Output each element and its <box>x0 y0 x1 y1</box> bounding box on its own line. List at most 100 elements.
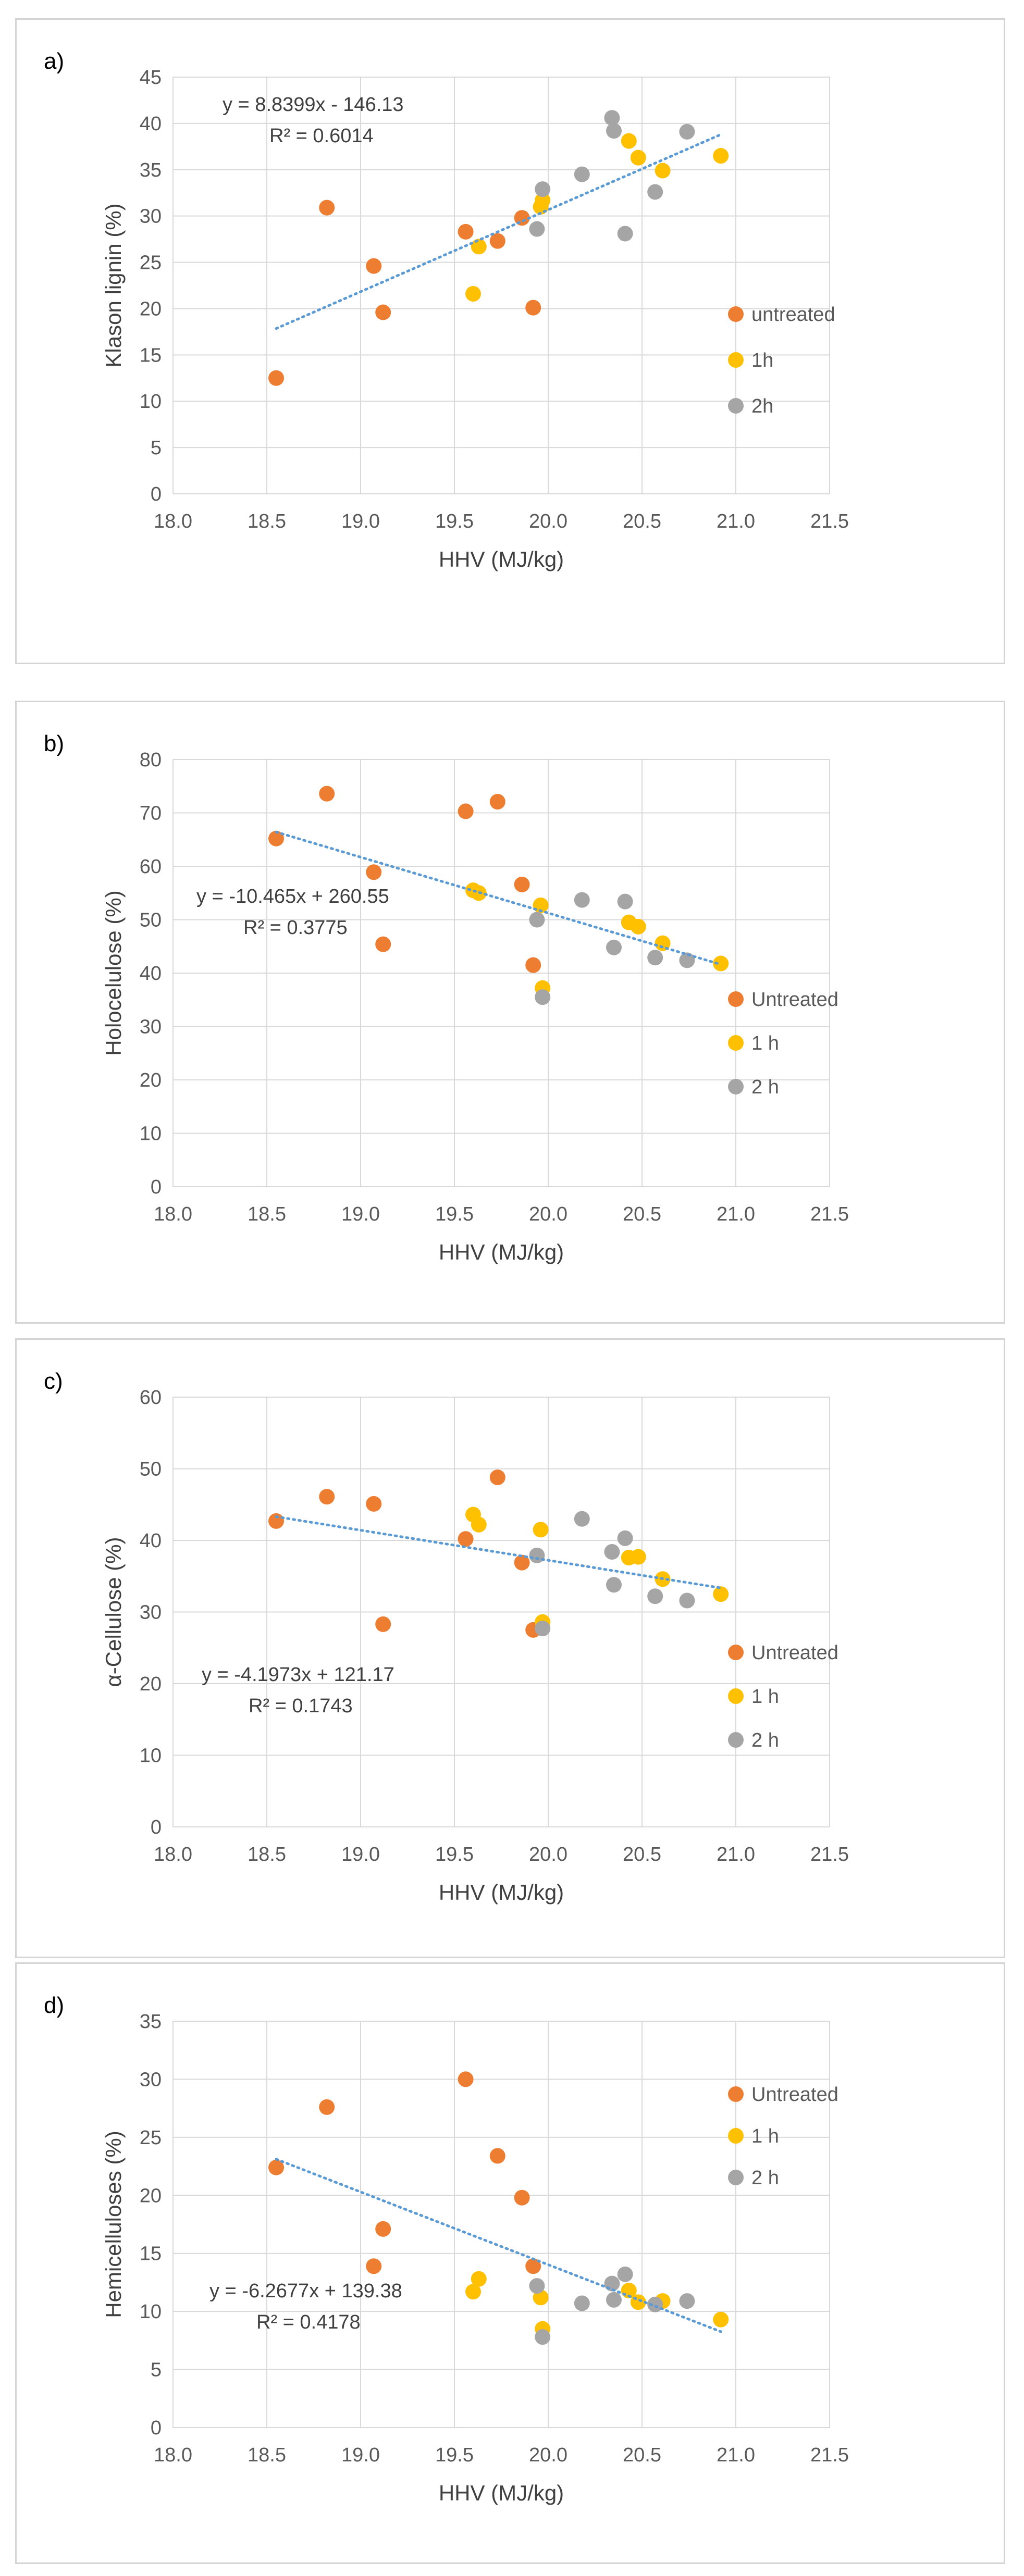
data-point <box>617 893 633 910</box>
legend-label: 1 h <box>751 1686 779 1708</box>
x-tick-label: 21.5 <box>810 1844 849 1865</box>
y-axis-title: Klason lignin (%) <box>101 203 126 367</box>
data-point <box>630 150 646 166</box>
y-tick-label: 0 <box>151 2417 162 2439</box>
data-point <box>604 1544 620 1560</box>
legend-marker <box>728 306 744 322</box>
data-point <box>489 793 505 810</box>
data-point <box>535 1621 551 1637</box>
legend-label: Untreated <box>751 989 838 1011</box>
data-point <box>366 2258 382 2274</box>
data-point <box>375 1616 391 1632</box>
y-tick-label: 5 <box>151 2359 162 2381</box>
legend-label: 2 h <box>751 2167 779 2189</box>
data-point <box>606 123 622 139</box>
y-axis-title: Hemicelluloses (%) <box>101 2131 126 2318</box>
data-point <box>489 2148 505 2164</box>
data-point <box>679 123 695 140</box>
data-point <box>574 166 590 182</box>
y-tick-label: 30 <box>140 2069 162 2090</box>
legend-marker <box>728 2128 744 2144</box>
y-tick-label: 10 <box>140 2301 162 2323</box>
legend-marker <box>728 1079 744 1094</box>
data-point <box>533 1522 549 1538</box>
trendline-equation: y = 8.8399x - 146.13 <box>223 94 404 116</box>
data-point <box>319 786 335 802</box>
data-point <box>319 1489 335 1505</box>
x-tick-label: 21.5 <box>810 511 849 532</box>
data-point <box>617 226 633 242</box>
panel-label: c) <box>44 1368 63 1394</box>
trendline-r2: R² = 0.1743 <box>249 1695 353 1717</box>
x-tick-label: 20.0 <box>529 511 567 532</box>
x-tick-label: 19.5 <box>435 2444 474 2466</box>
x-tick-label: 18.0 <box>154 2444 192 2466</box>
data-point <box>525 957 541 973</box>
y-tick-label: 20 <box>140 1673 162 1695</box>
legend-label: Untreated <box>751 1642 838 1664</box>
x-axis-title: HHV (MJ/kg) <box>439 2481 564 2505</box>
data-point <box>268 370 284 386</box>
trendline-equation: y = -6.2677x + 139.38 <box>209 2280 402 2302</box>
data-point <box>529 1547 545 1563</box>
trendline <box>275 1515 722 1589</box>
x-tick-label: 19.0 <box>341 511 380 532</box>
y-tick-label: 50 <box>140 1459 162 1480</box>
legend-marker <box>728 2086 744 2102</box>
data-point <box>617 2266 633 2282</box>
trendline-r2: R² = 0.6014 <box>269 125 374 147</box>
trendline-r2: R² = 0.4178 <box>256 2311 361 2333</box>
y-tick-label: 20 <box>140 298 162 320</box>
data-point <box>679 2293 695 2309</box>
data-point <box>647 184 663 200</box>
data-point <box>535 181 551 197</box>
x-tick-label: 21.0 <box>717 1844 755 1865</box>
legend-marker <box>728 991 744 1007</box>
y-tick-label: 10 <box>140 391 162 413</box>
x-tick-label: 20.0 <box>529 1844 567 1865</box>
y-tick-label: 25 <box>140 252 162 274</box>
y-tick-label: 50 <box>140 910 162 931</box>
data-point <box>268 830 284 847</box>
y-tick-label: 5 <box>151 437 162 459</box>
data-point <box>655 163 671 179</box>
data-point <box>535 2329 551 2345</box>
y-tick-label: 15 <box>140 344 162 366</box>
data-point <box>647 2296 663 2312</box>
x-tick-label: 21.0 <box>717 2444 755 2466</box>
data-point <box>465 2284 481 2300</box>
y-tick-label: 25 <box>140 2127 162 2149</box>
data-point <box>529 221 545 237</box>
legend-marker <box>728 398 744 414</box>
x-axis-title: HHV (MJ/kg) <box>439 1880 564 1905</box>
scatter-chart: 0 5 10 15 20 25 30 35 40 45 18.0 18.5 19.0 19.5 20.0 20… <box>101 67 849 571</box>
data-point <box>679 1592 695 1609</box>
x-tick-label: 18.0 <box>154 511 192 532</box>
legend-label: 2 h <box>751 1729 779 1751</box>
y-tick-label: 30 <box>140 206 162 228</box>
data-point <box>471 1516 487 1533</box>
data-point <box>514 2189 530 2206</box>
data-point <box>458 2071 474 2087</box>
y-tick-label: 45 <box>140 67 162 89</box>
data-point <box>375 2221 391 2237</box>
data-point <box>268 2159 284 2175</box>
data-point <box>489 1470 505 1485</box>
x-tick-label: 18.5 <box>248 511 286 532</box>
x-tick-label: 21.5 <box>810 1203 849 1225</box>
data-point <box>529 2278 545 2294</box>
trendline-equation: y = -10.465x + 260.55 <box>196 886 389 907</box>
data-point <box>630 918 646 935</box>
data-point <box>713 955 729 972</box>
x-tick-label: 19.5 <box>435 1844 474 1865</box>
legend-label: 1h <box>751 350 773 371</box>
data-point <box>465 286 481 302</box>
data-point <box>514 1554 530 1571</box>
trendline <box>275 133 722 330</box>
data-point <box>630 1549 646 1565</box>
chart-panel-d: d) 0 5 10 15 20 25 30 35 18.0 18.5 19.0 19.5 20.0 20.… <box>15 1962 1005 2564</box>
y-tick-label: 15 <box>140 2243 162 2265</box>
data-point <box>574 892 590 908</box>
x-tick-label: 18.5 <box>248 1844 286 1865</box>
scatter-chart: 0 10 20 30 40 50 60 18.0 18.5 19.0 19.5 20.0 20.5 21.… <box>101 1387 849 1905</box>
